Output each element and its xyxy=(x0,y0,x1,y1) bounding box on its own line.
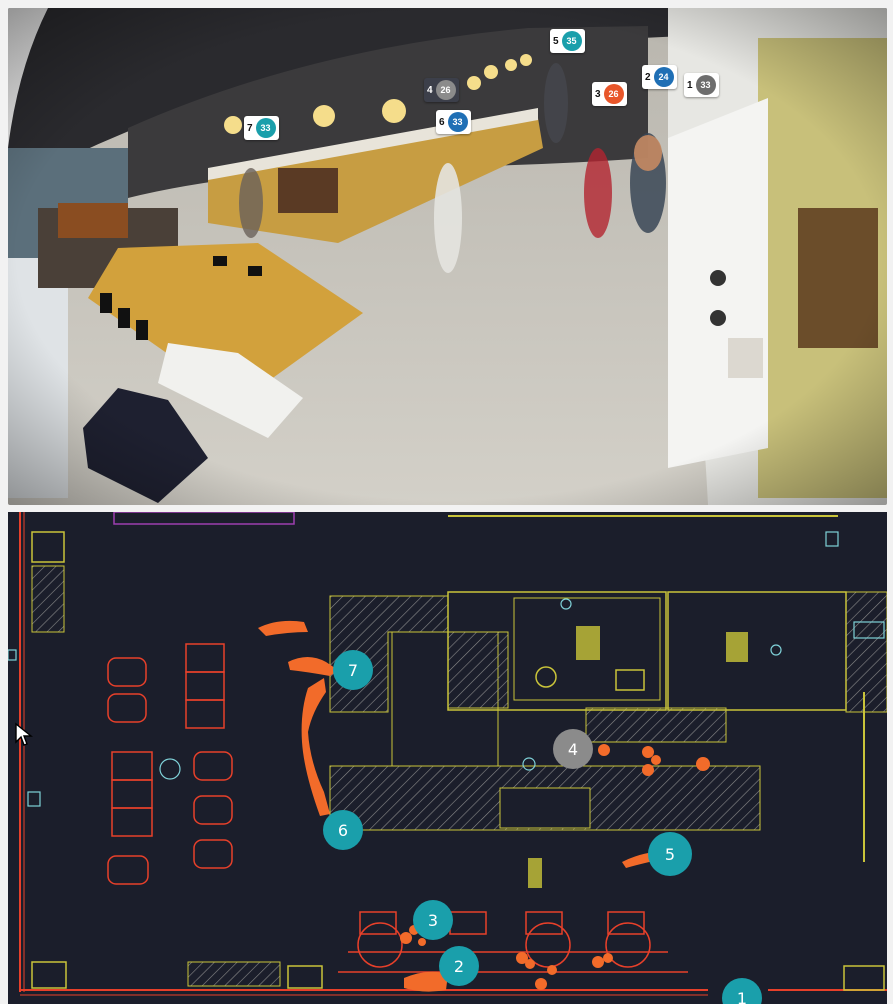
track-tag-4[interactable]: 4 26 xyxy=(424,78,459,102)
location-marker-1[interactable]: 1 xyxy=(722,978,762,1004)
track-count-badge: 26 xyxy=(603,84,624,104)
floor-plan[interactable]: 7 4 6 5 3 2 1 xyxy=(8,512,887,1004)
track-id: 6 xyxy=(439,116,445,128)
track-count-badge: 26 xyxy=(435,80,456,100)
track-count-badge: 24 xyxy=(653,67,674,87)
track-count-badge: 33 xyxy=(695,75,716,95)
location-marker-7[interactable]: 7 xyxy=(333,650,373,690)
track-tag-2[interactable]: 2 24 xyxy=(642,65,677,89)
location-marker-5[interactable]: 5 xyxy=(648,832,692,876)
location-marker-3[interactable]: 3 xyxy=(413,900,453,940)
location-marker-6[interactable]: 6 xyxy=(323,810,363,850)
camera-feed[interactable]: 7 33 4 26 6 33 5 35 3 26 2 24 1 33 xyxy=(8,8,887,505)
track-tag-7[interactable]: 7 33 xyxy=(244,116,279,140)
track-tag-3[interactable]: 3 26 xyxy=(592,82,627,106)
track-id: 2 xyxy=(645,71,651,83)
track-id: 4 xyxy=(427,84,433,96)
mouse-cursor-icon xyxy=(15,722,33,746)
track-count-badge: 33 xyxy=(447,112,468,132)
camera-scene xyxy=(8,8,887,505)
track-count-badge: 35 xyxy=(561,31,582,51)
location-marker-2[interactable]: 2 xyxy=(439,946,479,986)
motion-trails xyxy=(258,620,710,992)
location-marker-4[interactable]: 4 xyxy=(553,729,593,769)
track-id: 1 xyxy=(687,79,693,91)
track-tag-5[interactable]: 5 35 xyxy=(550,29,585,53)
track-id: 7 xyxy=(247,122,253,134)
track-tag-6[interactable]: 6 33 xyxy=(436,110,471,134)
track-id: 3 xyxy=(595,88,601,100)
track-id: 5 xyxy=(553,35,559,47)
track-tag-1[interactable]: 1 33 xyxy=(684,73,719,97)
track-count-badge: 33 xyxy=(255,118,276,138)
